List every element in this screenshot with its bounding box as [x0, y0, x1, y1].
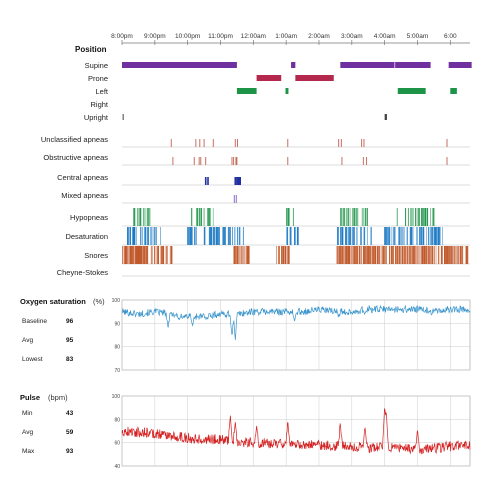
time-axis: 8:00pm 9:00pm 10:00pm 11:00pm 12:00am 1:00am 2… [111, 33, 470, 45]
density-rows: Hypopneas Desaturation Snores [65, 208, 470, 265]
time-tick-label: 9:00pm [144, 33, 166, 40]
stat-label: Avg [22, 337, 33, 344]
y-tick-label: 100 [112, 394, 121, 400]
pulse-unit: (bpm) [48, 393, 68, 402]
stat-value: 59 [66, 429, 74, 436]
event-label: Unclassified apneas [41, 135, 108, 144]
oxygen-stats: Baseline 96 Avg 95 Lowest 83 [22, 318, 74, 363]
y-tick-label: 40 [114, 464, 120, 470]
position-segment [448, 62, 472, 68]
position-segment [295, 75, 334, 81]
position-segment [395, 62, 431, 68]
position-segment [397, 88, 426, 94]
stat-value: 96 [66, 318, 74, 325]
position-label: Prone [88, 74, 108, 83]
event-label: Central apneas [57, 173, 108, 182]
density-label: Snores [84, 251, 108, 260]
time-tick-label: 8:00pm [111, 33, 133, 40]
position-label: Left [95, 87, 108, 96]
time-tick-label: 5:00am [407, 33, 429, 40]
stat-value: 93 [66, 448, 74, 455]
position-segment [256, 75, 282, 81]
position-segment [236, 88, 257, 94]
stat-value: 83 [66, 356, 74, 363]
position-segment [340, 62, 395, 68]
y-tick-label: 70 [114, 368, 120, 374]
position-label: Right [90, 100, 108, 109]
position-segment [291, 62, 296, 68]
oxygen-trace [121, 304, 471, 341]
stat-label: Min [22, 410, 33, 417]
stat-label: Avg [22, 429, 33, 436]
density-label: Desaturation [65, 232, 108, 241]
position-segment [285, 88, 289, 94]
stat-value: 43 [66, 410, 74, 417]
pulse-stats: Min 43 Avg 59 Max 93 [22, 410, 74, 455]
time-tick-label: 11:00pm [208, 33, 233, 40]
pulse-panel: 100 80 60 40 [112, 394, 471, 470]
event-label: Mixed apneas [61, 191, 108, 200]
oxygen-panel: 100 90 80 70 [112, 298, 471, 374]
oxygen-unit: (%) [93, 297, 105, 306]
oxygen-title: Oxygen saturation [20, 297, 86, 306]
position-segment [384, 114, 387, 120]
time-tick-label: 3:00am [341, 33, 363, 40]
position-segment [450, 88, 457, 94]
position-title: Position [75, 45, 107, 54]
position-segment [122, 62, 237, 68]
y-tick-label: 60 [114, 441, 120, 447]
time-tick-label: 6:00 [444, 33, 457, 40]
y-tick-label: 80 [114, 417, 120, 423]
density-label: Hypopneas [70, 213, 108, 222]
position-rows: Supine Prone Left Right Upright [84, 61, 472, 122]
time-tick-label: 1:00am [275, 33, 297, 40]
time-tick-label: 2:00am [308, 33, 330, 40]
y-tick-label: 90 [114, 321, 120, 327]
time-tick-label: 4:00am [374, 33, 396, 40]
position-label: Supine [85, 61, 108, 70]
cheyne-stokes-label: Cheyne-Stokes [57, 268, 109, 277]
time-tick-label: 10:00pm [175, 33, 200, 40]
y-tick-label: 80 [114, 345, 120, 351]
stat-label: Baseline [22, 318, 47, 325]
event-rows: Unclassified apneas Obstructive apneas Cen… [41, 135, 470, 204]
event-label: Obstructive apneas [43, 153, 108, 162]
plot-frame [121, 395, 471, 467]
position-label: Upright [84, 113, 109, 122]
stat-label: Max [22, 448, 35, 455]
y-tick-label: 100 [112, 298, 121, 304]
stat-value: 95 [66, 337, 74, 344]
pulse-title: Pulse [20, 393, 40, 402]
stat-label: Lowest [22, 356, 43, 363]
time-tick-label: 12:00am [241, 33, 266, 40]
position-segment [122, 114, 124, 120]
pulse-trace [121, 408, 471, 455]
